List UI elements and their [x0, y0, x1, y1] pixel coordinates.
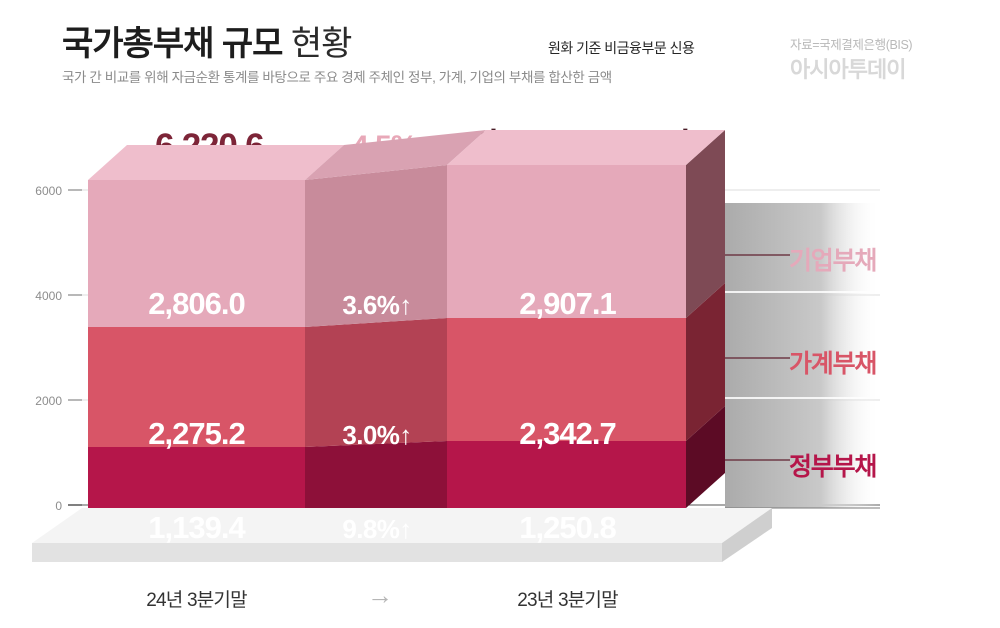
value-corporate-left: 2,806.0: [148, 286, 245, 321]
unit-note: 원화 기준 비금융부문 신용: [548, 40, 695, 56]
legend-item-government: 정부부채: [789, 453, 877, 481]
page-title: 국가총부채 규모 현황: [62, 16, 353, 65]
bar-top-surfaces: [88, 130, 725, 180]
value-government-right: 1,250.8: [519, 510, 616, 545]
x-label-right: 23년 3분기말: [517, 590, 618, 611]
segment-household: [88, 283, 725, 447]
title-bold: 국가총부채 규모: [62, 25, 283, 63]
legend-leader-lines: [725, 254, 790, 461]
x-axis-arrow-icon: →: [367, 580, 393, 610]
backdrop-shadow-panel: [725, 203, 880, 509]
source-credit: 자료=국제결제은행(BIS): [790, 38, 913, 52]
brand-logo: 아시아투데이: [790, 57, 906, 82]
page-subtitle: 국가 간 비교를 위해 자금순환 통계를 바탕으로 주요 경제 주체인 정부, …: [62, 70, 612, 85]
y-tick-6000: 6000: [35, 184, 62, 198]
header: 국가총부채 규모 현황 국가 간 비교를 위해 자금순환 통계를 바탕으로 주요…: [0, 0, 1000, 110]
change-government: 9.8%↑: [342, 514, 412, 544]
y-tick-0: 0: [55, 499, 62, 513]
y-axis-ticks: [68, 189, 82, 506]
chart-base-platform: [32, 508, 772, 562]
value-corporate-right: 2,907.1: [519, 286, 616, 321]
legend-item-corporate: 기업부채: [789, 247, 877, 275]
title-light: 현황: [290, 25, 353, 63]
segment-corporate: [88, 130, 725, 327]
y-tick-2000: 2000: [35, 394, 62, 408]
value-government-left: 1,139.4: [148, 510, 245, 545]
value-household-left: 2,275.2: [148, 416, 245, 451]
x-label-left: 24년 3분기말: [146, 590, 247, 611]
segment-government: [88, 406, 725, 508]
value-household-right: 2,342.7: [519, 416, 616, 451]
stacked-3d-bar-chart: [32, 130, 880, 562]
change-corporate: 3.6%↑: [342, 290, 412, 320]
y-tick-4000: 4000: [35, 289, 62, 303]
change-household: 3.0%↑: [342, 420, 412, 450]
legend-item-household: 가계부채: [789, 350, 877, 378]
